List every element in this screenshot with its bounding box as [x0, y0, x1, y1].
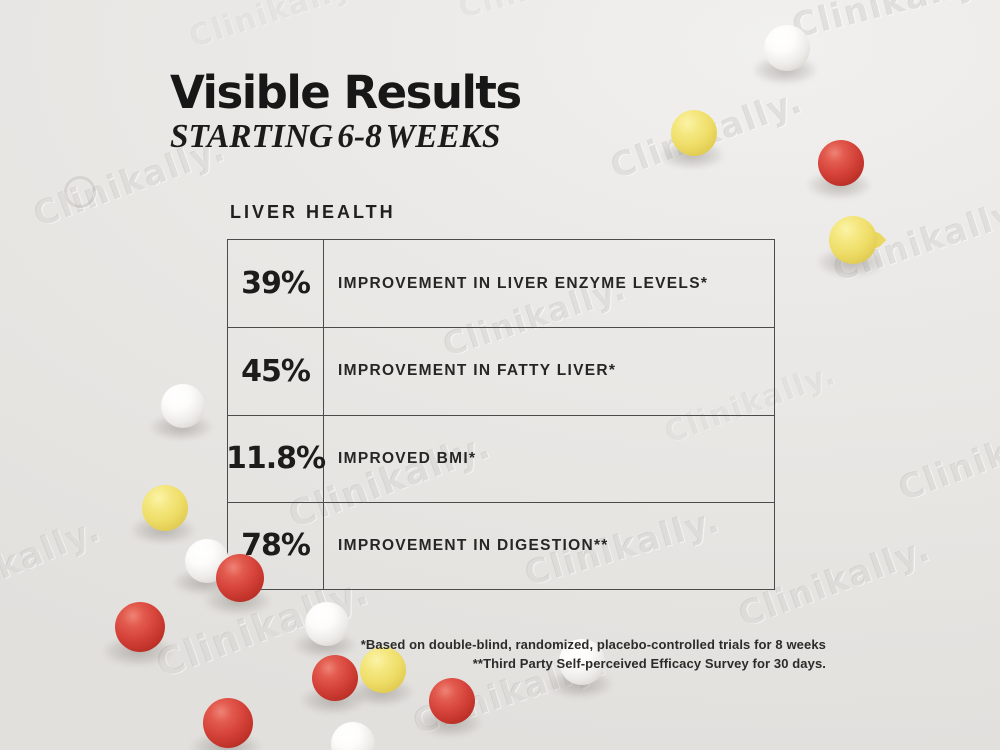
decor-ball-red: [216, 554, 264, 602]
decor-ball-yellow: [360, 647, 406, 693]
decor-ball-red: [312, 655, 358, 701]
table-row: 45% IMPROVEMENT IN FATTY LIVER*: [228, 327, 774, 415]
droplet-tip: [863, 228, 887, 252]
decor-ball-white: [331, 722, 375, 750]
page-subtitle: STARTING 6-8 WEEKS: [170, 118, 501, 155]
decor-ball-white: [305, 602, 349, 646]
results-table: 39% IMPROVEMENT IN LIVER ENZYME LEVELS* …: [226, 239, 775, 590]
table-row: 11.8% IMPROVED BMI*: [226, 414, 774, 502]
decor-ball-white: [764, 25, 810, 71]
decor-ball-white: [559, 639, 605, 685]
stat-label: IMPROVEMENT IN LIVER ENZYME LEVELS*: [338, 274, 709, 292]
stat-value: 39%: [228, 240, 324, 328]
stat-value: 45%: [228, 328, 324, 415]
decor-ball-white: [161, 384, 205, 428]
decor-ball-yellow: [829, 216, 887, 264]
table-row: 39% IMPROVEMENT IN LIVER ENZYME LEVELS*: [228, 240, 774, 328]
stat-label: IMPROVEMENT IN FATTY LIVER*: [338, 362, 617, 380]
footnote-line: *Based on double-blind, randomized, plac…: [360, 637, 826, 652]
decor-ball-red: [115, 602, 165, 652]
decor-ball-red: [818, 140, 864, 186]
stat-label: IMPROVEMENT IN DIGESTION**: [338, 536, 609, 554]
clinikally-logo-mark-watermark: [64, 176, 96, 208]
decor-ball-red: [429, 678, 475, 724]
decor-ball-yellow: [142, 485, 188, 531]
stat-value: 11.8%: [226, 415, 326, 502]
decor-ball-yellow: [671, 110, 717, 156]
decor-ball-red: [203, 698, 253, 748]
stat-label: IMPROVED BMI*: [338, 449, 477, 467]
footnotes: *Based on double-blind, randomized, plac…: [361, 636, 826, 673]
section-label-liver-health: LIVER HEALTH: [230, 202, 396, 222]
footnote-line: **Third Party Self-perceived Efficacy Su…: [472, 655, 826, 671]
table-row: 78% IMPROVEMENT IN DIGESTION**: [228, 501, 774, 589]
page-title: Visible Results: [170, 66, 522, 119]
